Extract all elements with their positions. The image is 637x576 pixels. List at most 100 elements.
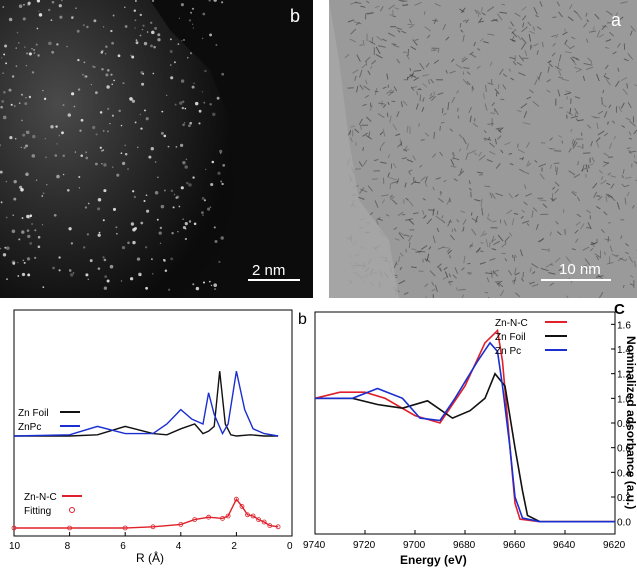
atom-dot [121,152,123,154]
atom-dot [29,96,31,98]
lattice-fringe [448,282,452,283]
atom-dot [184,122,185,123]
atom-dot [37,28,39,30]
atom-dot [8,89,11,92]
atom-dot [186,182,189,185]
atom-dot [95,91,98,94]
atom-dot [171,232,173,234]
atom-dot [161,111,163,113]
atom-dot [67,189,70,192]
atom-dot [185,228,187,230]
lattice-fringe [514,214,518,215]
atom-dot [59,135,61,137]
lattice-fringe [434,132,435,139]
ytick-label: 1.0 [617,394,631,405]
atom-dot [105,53,106,54]
atom-dot [170,76,173,79]
atom-dot [168,146,170,148]
atom-dot [86,26,88,28]
lattice-fringe [502,4,505,5]
lattice-fringe [372,37,373,43]
atom-dot [12,75,14,77]
atom-dot [88,203,90,205]
atom-dot [193,27,195,29]
atom-dot [183,39,184,40]
atom-dot [160,227,162,229]
atom-dot [25,172,29,176]
atom-dot [19,186,22,189]
atom-dot [11,104,13,106]
atom-dot [63,104,65,106]
lattice-fringe [450,255,451,258]
lattice-fringe [419,89,422,90]
atom-dot [202,38,203,39]
lattice-fringe [495,281,501,282]
atom-dot [182,124,185,127]
atom-dot [26,215,29,218]
atom-dot [73,272,75,274]
atom-dot [135,0,137,2]
lattice-fringe [458,108,459,112]
atom-dot [2,72,4,74]
atom-dot [104,287,107,290]
atom-dot [150,22,152,24]
atom-dot [31,48,32,49]
atom-dot [150,44,153,47]
atom-dot [102,256,104,258]
atom-dot [143,200,145,202]
atom-dot [121,280,122,281]
atom-dot [5,62,7,64]
atom-dot [26,65,27,66]
atom-dot [21,120,23,122]
atom-dot [85,157,88,160]
atom-dot [142,25,144,27]
atom-dot [39,13,42,16]
atom-dot [17,32,19,34]
atom-dot [13,198,16,201]
lattice-fringe [509,154,512,155]
atom-dot [205,169,206,170]
atom-dot [217,97,220,100]
plot-c-xlabel: Energy (eV) [400,553,467,567]
atom-dot [157,177,158,178]
atom-dot [66,46,68,48]
lattice-fringe [494,109,495,112]
atom-dot [90,259,93,262]
atom-dot [99,232,101,234]
atom-dot [23,4,25,6]
xtick-label: 0 [287,541,293,552]
atom-dot [204,70,206,72]
atom-dot [196,287,199,290]
plot-d-xlabel: R (Å) [136,550,164,565]
atom-dot [50,125,53,128]
atom-dot [102,149,104,151]
atom-dot [56,143,57,144]
atom-dot [210,183,213,186]
atom-dot [122,82,124,84]
lattice-fringe [424,11,425,15]
atom-dot [24,102,27,105]
atom-dot [101,68,104,71]
atom-dot [37,54,39,56]
atom-dot [107,69,110,72]
atom-dot [192,8,194,10]
xanes-plot-panel: C b Energy (eV) Nominalized adsorbance (… [295,296,637,571]
atom-dot [15,47,16,48]
atom-dot [215,44,217,46]
atom-dot [113,15,115,17]
lattice-fringe [486,85,487,92]
atom-dot [3,91,6,94]
atom-dot [142,29,143,30]
atom-dot [185,108,187,110]
atom-dot [155,161,157,163]
atom-dot [173,206,175,208]
lattice-fringe [366,13,373,14]
atom-dot [22,217,24,219]
atom-dot [45,138,46,139]
atom-dot [153,46,156,49]
atom-dot [107,130,109,132]
atom-dot [104,259,107,262]
atom-dot [59,269,61,271]
atom-dot [28,2,31,5]
